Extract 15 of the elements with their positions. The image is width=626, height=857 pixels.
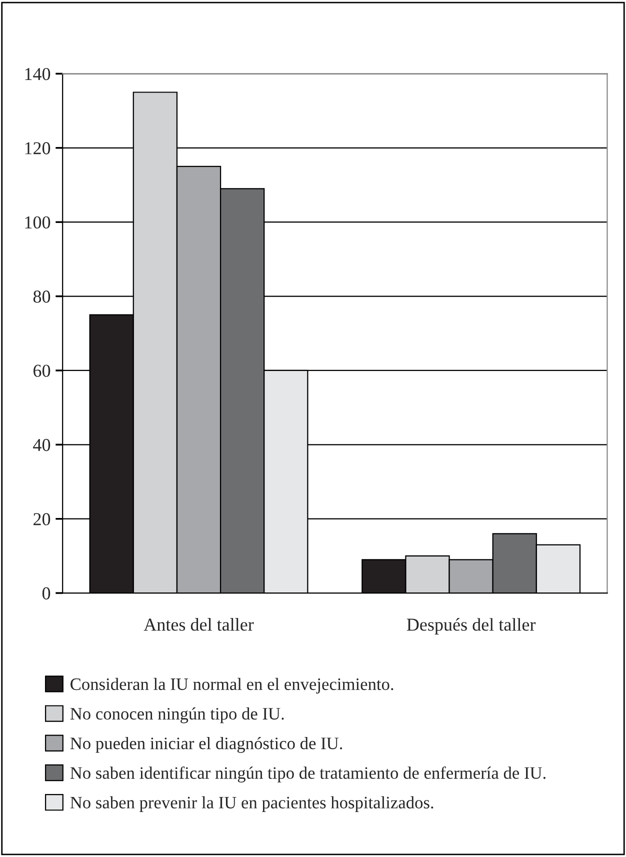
- y-tick-label: 80: [33, 290, 50, 303]
- y-tick-label: 100: [25, 216, 50, 229]
- y-tick-label: 140: [25, 68, 50, 80]
- y-tick-label: 40: [33, 438, 50, 452]
- y-tick-label: 60: [34, 364, 50, 377]
- y-tick-label: 20: [34, 513, 50, 526]
- x-tick-label: Antes del taller: [144, 618, 254, 631]
- legend-label: No saben identificar ningún tipo de tratamiento de enfermería de IU.: [70, 766, 546, 782]
- legend-label: Consideran la IU normal en el envejecimiento.: [70, 678, 394, 694]
- legend-label: No saben prevenir la IU en pacientes hospitalizados.: [70, 796, 434, 812]
- legend-label: No conocen ningún tipo de IU.: [70, 707, 284, 724]
- y-tick-label: 120: [25, 142, 50, 154]
- y-tick-label: 0: [42, 587, 50, 600]
- legend-label: No pueden iniciar el diagnóstico de IU.: [70, 737, 342, 753]
- x-tick-label: Después del taller: [406, 618, 536, 634]
